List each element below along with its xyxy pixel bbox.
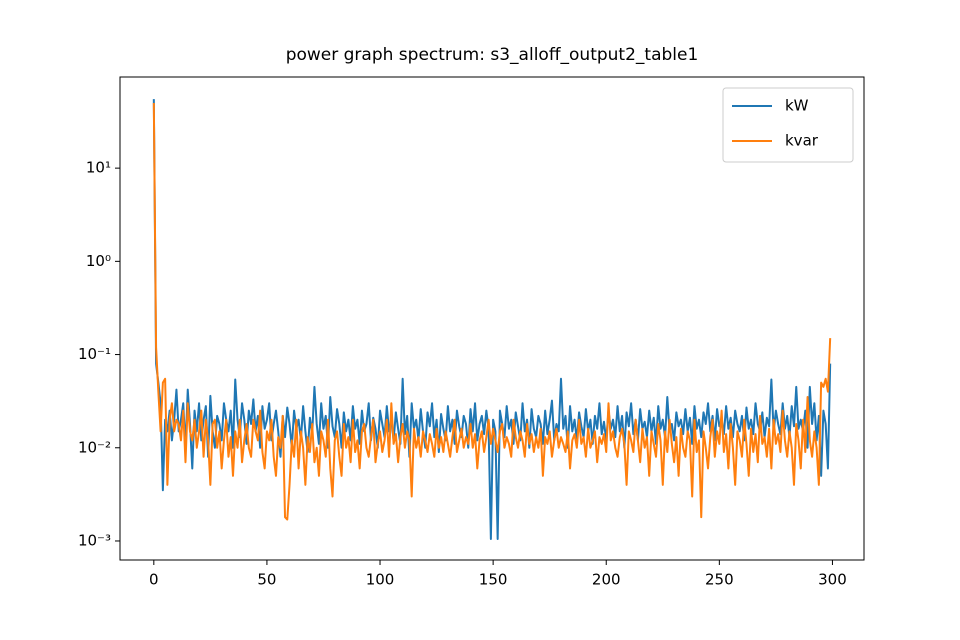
chart-title: power graph spectrum: s3_alloff_output2_…	[286, 45, 699, 65]
series-line	[152, 102, 832, 521]
y-tick-label: 10⁰	[86, 252, 111, 270]
y-tick-label: 10⁻¹	[78, 345, 111, 363]
y-tick-label: 10⁻³	[78, 531, 111, 549]
plot-frame	[119, 76, 865, 561]
x-tick-label: 200	[592, 571, 621, 589]
x-tick-label: 250	[705, 571, 734, 589]
y-tick-label: 10¹	[86, 159, 111, 177]
x-tick-label: 300	[818, 571, 847, 589]
legend-label: kW	[785, 97, 809, 115]
x-tick-label: 150	[479, 571, 508, 589]
x-tick-label: 100	[366, 571, 395, 589]
x-tick-label: 50	[257, 571, 276, 589]
x-tick-label: 0	[149, 571, 159, 589]
legend-label: kvar	[785, 132, 819, 150]
y-tick-label: 10⁻²	[78, 438, 111, 456]
series-line	[152, 99, 832, 540]
